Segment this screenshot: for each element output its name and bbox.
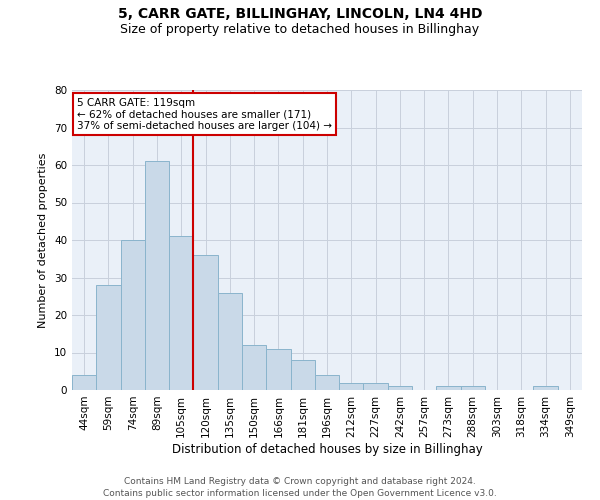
Bar xyxy=(96,285,121,390)
Bar xyxy=(72,375,96,390)
Bar xyxy=(169,236,193,390)
Text: 5 CARR GATE: 119sqm
← 62% of detached houses are smaller (171)
37% of semi-detac: 5 CARR GATE: 119sqm ← 62% of detached ho… xyxy=(77,98,332,130)
Bar xyxy=(290,360,315,390)
Bar xyxy=(388,386,412,390)
Y-axis label: Number of detached properties: Number of detached properties xyxy=(38,152,49,328)
Bar xyxy=(533,386,558,390)
Bar xyxy=(218,292,242,390)
Bar xyxy=(242,345,266,390)
Bar xyxy=(121,240,145,390)
Text: Contains HM Land Registry data © Crown copyright and database right 2024.: Contains HM Land Registry data © Crown c… xyxy=(124,478,476,486)
Text: Contains public sector information licensed under the Open Government Licence v3: Contains public sector information licen… xyxy=(103,489,497,498)
Bar xyxy=(436,386,461,390)
Text: Size of property relative to detached houses in Billinghay: Size of property relative to detached ho… xyxy=(121,22,479,36)
Bar xyxy=(193,255,218,390)
Bar xyxy=(315,375,339,390)
Bar xyxy=(339,382,364,390)
Bar xyxy=(461,386,485,390)
Bar xyxy=(364,382,388,390)
Text: 5, CARR GATE, BILLINGHAY, LINCOLN, LN4 4HD: 5, CARR GATE, BILLINGHAY, LINCOLN, LN4 4… xyxy=(118,8,482,22)
Text: Distribution of detached houses by size in Billinghay: Distribution of detached houses by size … xyxy=(172,442,482,456)
Bar xyxy=(145,161,169,390)
Bar xyxy=(266,349,290,390)
